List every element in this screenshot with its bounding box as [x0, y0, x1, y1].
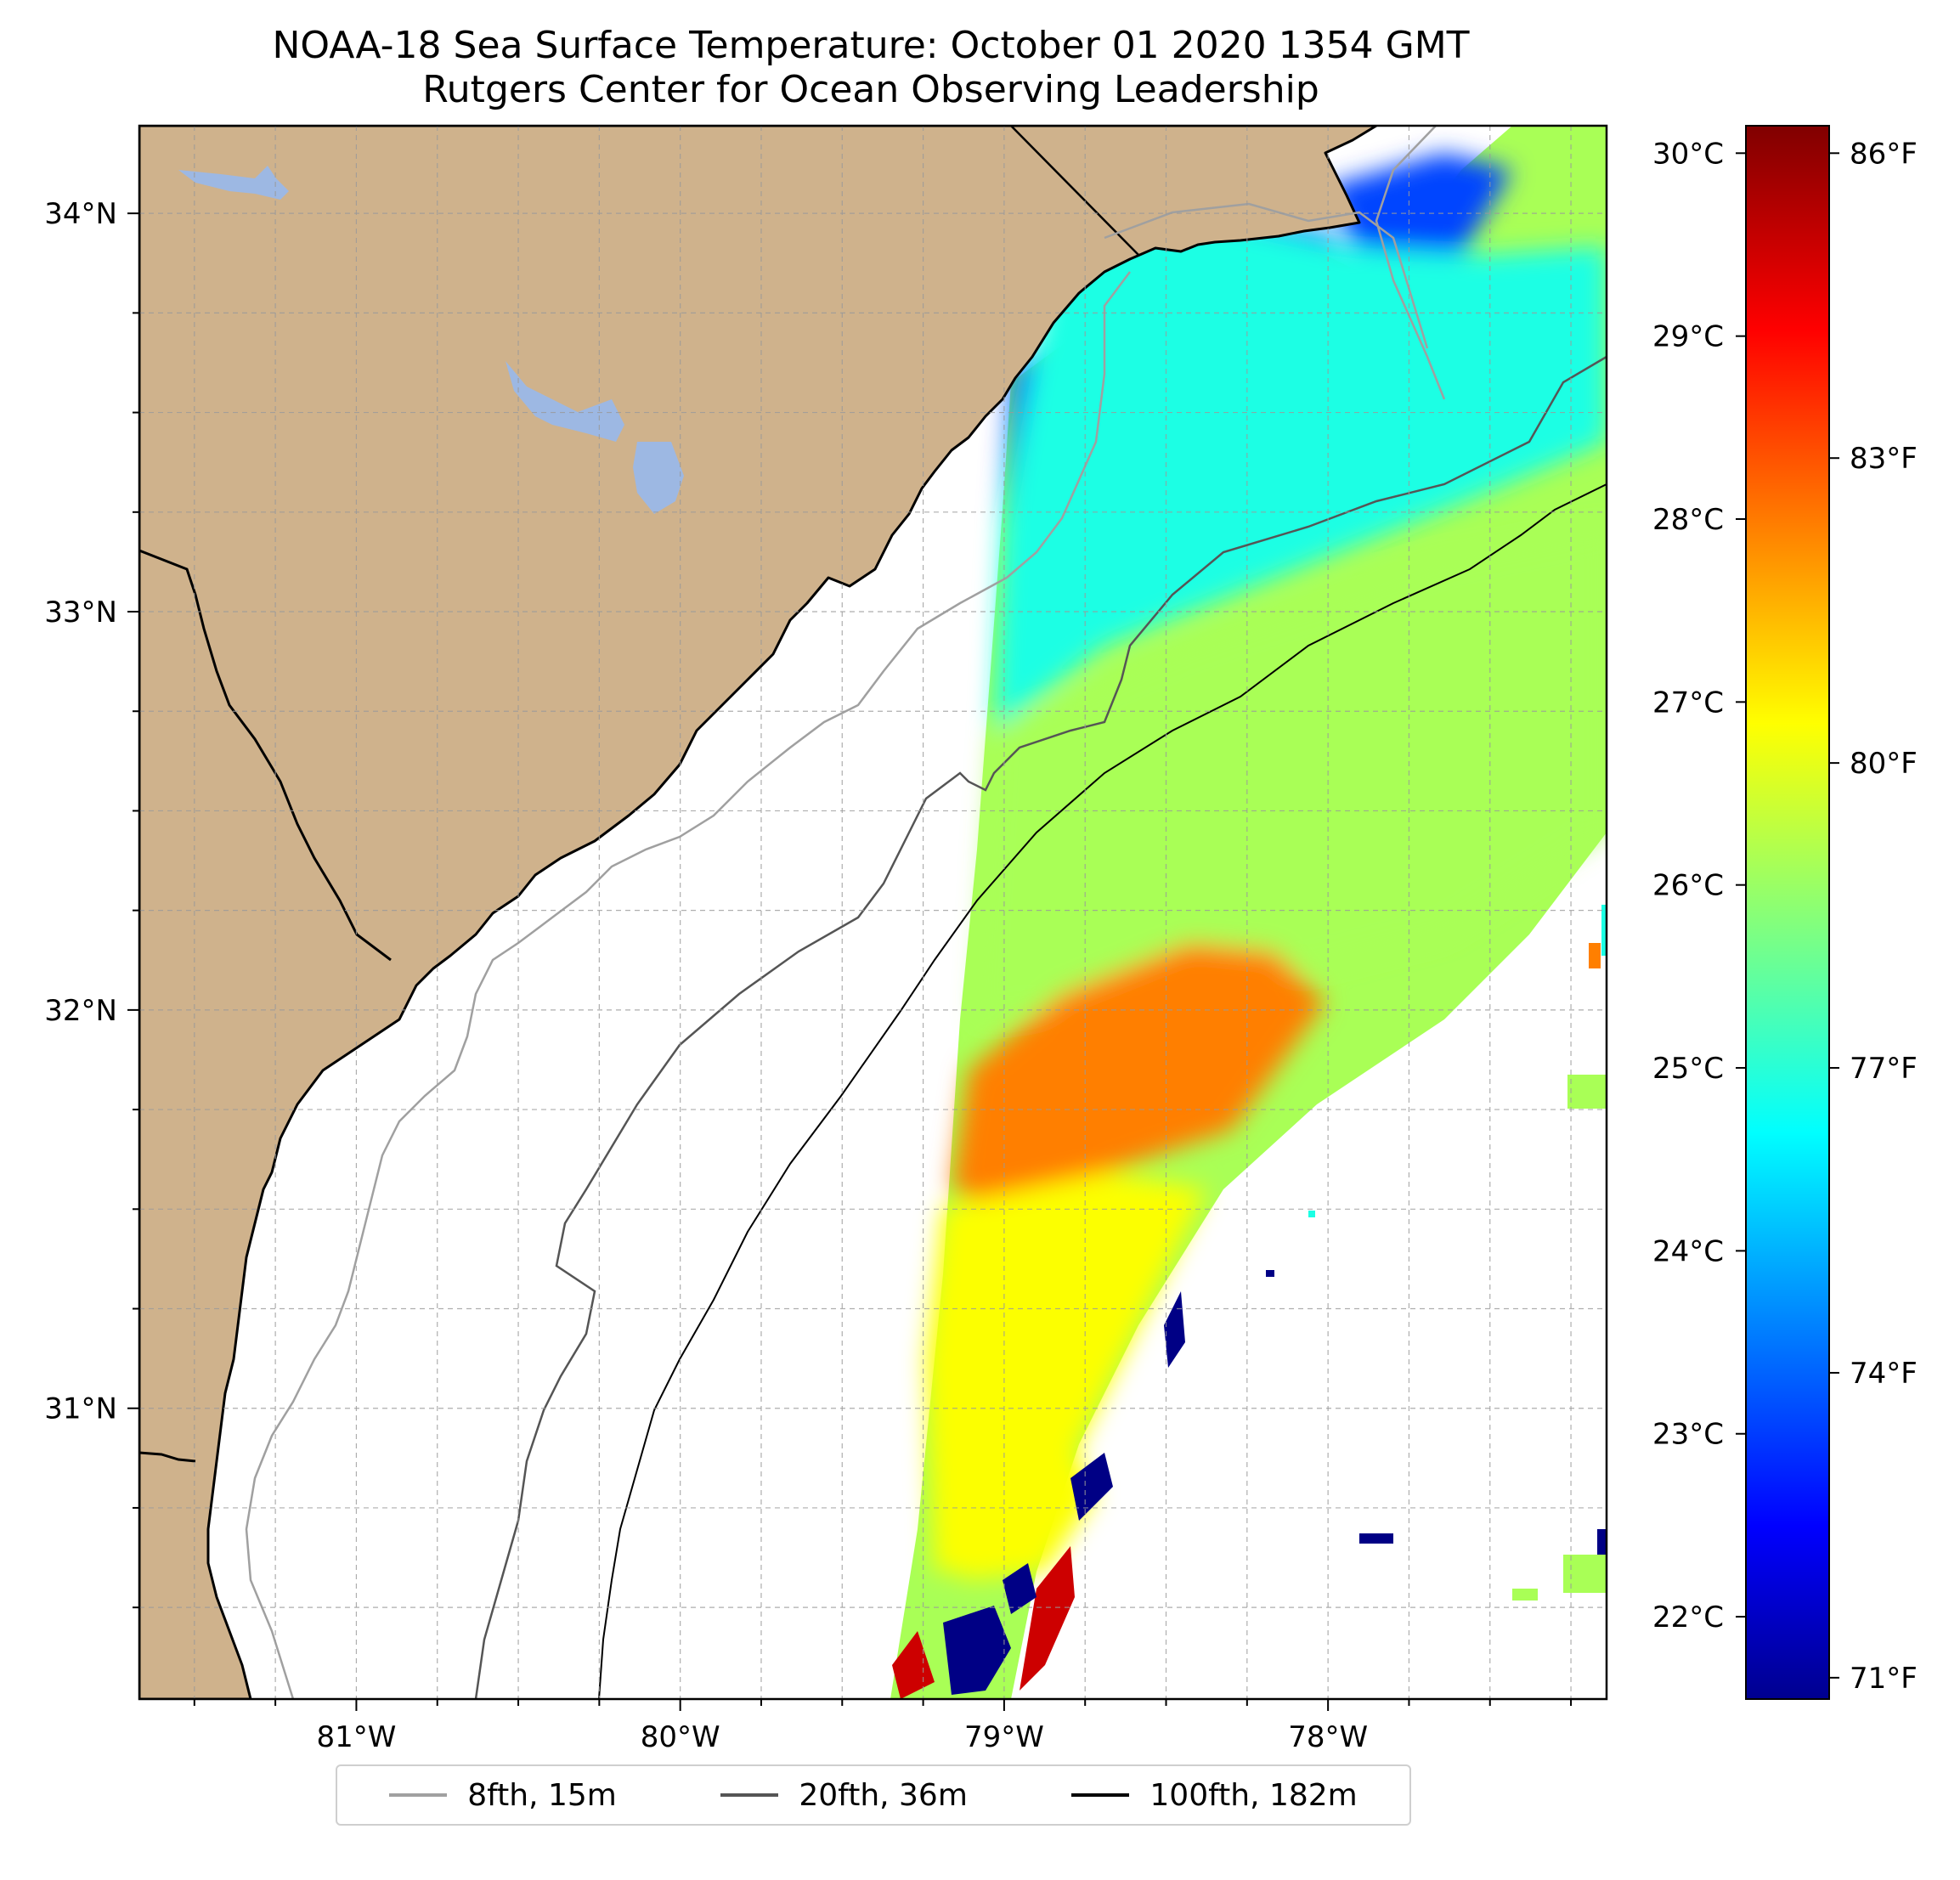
sst-region-south-cold-patch — [943, 1606, 1011, 1695]
sst-region-south-cold-patch — [1164, 1291, 1185, 1368]
sst-region-mid-shelf — [977, 527, 1607, 1019]
sst-region-south-cold-patch — [1359, 1533, 1393, 1544]
contour-8fth — [245, 126, 1446, 1699]
lon-tick-label: 80°W — [641, 1720, 720, 1754]
fahrenheit-tick-label: 74°F — [1850, 1357, 1918, 1391]
sst-region-warm-band — [952, 943, 1325, 1206]
sst-region-warm-band — [1589, 943, 1601, 968]
fahrenheit-tick-label: 71°F — [1850, 1662, 1918, 1696]
figure-subtitle: Rutgers Center for Ocean Observing Leade… — [422, 68, 1319, 111]
sst-region-mid-shelf — [1563, 1555, 1607, 1593]
legend-label-20fth: 20fth, 36m — [799, 1777, 968, 1813]
fahrenheit-tick-label: 83°F — [1850, 442, 1918, 476]
celsius-tick-label: 25°C — [1652, 1052, 1724, 1086]
land-mass — [139, 126, 1378, 1699]
lat-tick-label: 32°N — [44, 994, 117, 1028]
lakes — [178, 166, 684, 514]
sst-region-south-cold-patch — [1266, 1270, 1274, 1277]
legend-swatch-8fth — [389, 1793, 448, 1797]
map-frame — [138, 124, 1608, 1701]
lat-tick-label: 34°N — [44, 197, 117, 231]
legend-item-100fth: 100fth, 182m — [1071, 1777, 1358, 1813]
legend-label-100fth: 100fth, 182m — [1149, 1777, 1358, 1813]
longitude-axis: 81°W 80°W 79°W 78°W — [193, 1699, 1573, 1754]
celsius-tick-label: 27°C — [1652, 686, 1724, 720]
sst-region-cool-shelf — [1308, 1211, 1315, 1217]
lon-tick-label: 78°W — [1288, 1720, 1368, 1754]
fahrenheit-tick-label: 77°F — [1850, 1052, 1918, 1086]
lon-tick-label: 79°W — [964, 1720, 1044, 1754]
state-boundary-south — [139, 1451, 196, 1463]
celsius-tick-label: 28°C — [1652, 503, 1724, 537]
contour-100fth — [598, 483, 1607, 1699]
sst-region-cool-shelf — [1601, 905, 1607, 956]
contour-20fth — [474, 355, 1607, 1699]
colorbar-celsius-axis: 22°C 23°C 24°C 25°C 26°C 27°C 28°C 29°C 30°C — [1652, 137, 1746, 1634]
sst-region-mid-shelf — [1512, 1589, 1538, 1601]
latitude-axis: 31°N 32°N 33°N 34°N — [44, 197, 139, 1609]
fahrenheit-tick-label: 86°F — [1850, 137, 1918, 171]
sst-region-mid-shelf — [1461, 1767, 1478, 1776]
colorbar-gradient — [1745, 125, 1830, 1700]
legend-item-20fth: 20fth, 36m — [720, 1778, 968, 1813]
fahrenheit-tick-label: 80°F — [1850, 747, 1918, 781]
sst-swath — [890, 126, 1607, 1776]
sst-region-south-cold-patch — [1003, 1563, 1036, 1614]
state-boundary — [139, 549, 392, 962]
sst-region-south-cold-patch — [1597, 1529, 1607, 1563]
sst-region-cool-shelf — [994, 212, 1607, 731]
contour-legend: 8fth, 15m 20fth, 36m 100fth, 182m — [336, 1764, 1411, 1826]
sst-region-south-warm-patch — [892, 1631, 935, 1699]
colorbar-fahrenheit-axis: 71°F 74°F 77°F 80°F 83°F 86°F — [1829, 137, 1918, 1696]
sst-region-cold-nearshore-north — [1325, 153, 1512, 255]
celsius-tick-label: 24°C — [1652, 1234, 1724, 1268]
celsius-tick-label: 29°C — [1652, 320, 1724, 354]
legend-label-8fth: 8fth, 15m — [467, 1777, 617, 1813]
celsius-tick-label: 30°C — [1652, 137, 1724, 171]
celsius-tick-label: 22°C — [1652, 1601, 1724, 1634]
lat-tick-label: 33°N — [44, 596, 117, 629]
sst-region-south-warm-patch — [1020, 1546, 1075, 1691]
figure-title: NOAA-18 Sea Surface Temperature: October… — [272, 24, 1470, 67]
legend-swatch-100fth — [1071, 1793, 1130, 1797]
legend-item-8fth: 8fth, 15m — [389, 1778, 617, 1813]
gridlines — [139, 126, 1607, 1699]
legend-swatch-20fth — [720, 1793, 779, 1797]
sst-region-south-cold-patch — [1070, 1453, 1113, 1521]
colorbar: 22°C 23°C 24°C 25°C 26°C 27°C 28°C 29°C 30°C 71°… — [1652, 125, 1918, 1700]
sst-region-mid-shelf — [1567, 1075, 1607, 1109]
celsius-tick-label: 26°C — [1652, 869, 1724, 903]
lon-tick-label: 81°W — [316, 1720, 396, 1754]
lat-tick-label: 31°N — [44, 1392, 117, 1426]
celsius-tick-label: 23°C — [1652, 1418, 1724, 1452]
sst-region-south-swath — [960, 1444, 1096, 1580]
